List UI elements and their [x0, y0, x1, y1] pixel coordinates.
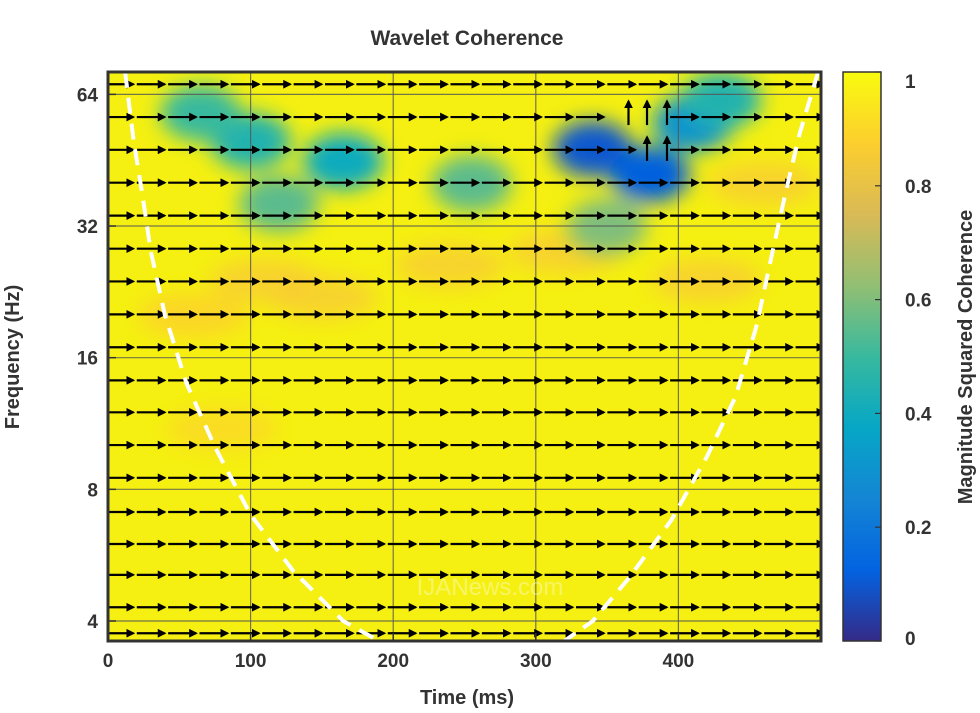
colorbar-tick-label-3: 0.6 — [905, 291, 931, 312]
high-band-3 — [395, 243, 506, 288]
colorbar-label: Magnitude Squared Coherence — [955, 210, 977, 505]
colorbar-tick-label-4: 0.8 — [905, 177, 931, 198]
colorbar-tick-label-2: 0.4 — [905, 404, 932, 425]
chart-title: Wavelet Coherence — [371, 27, 564, 50]
y-axis: 4 8 16 32 64 — [77, 85, 116, 633]
plot-frame — [106, 70, 823, 643]
cone-of-influence — [123, 72, 821, 641]
colorbar-tick-label-0: 0 — [905, 629, 916, 650]
grid — [108, 72, 821, 641]
colorbar-tick-label-5: 1 — [905, 72, 916, 93]
y-tick-label-2: 16 — [77, 349, 98, 370]
x-tick-label-1: 100 — [235, 651, 267, 672]
y-tick-label-0: 4 — [87, 612, 98, 633]
low-coherence-region-1 — [160, 85, 241, 142]
x-tick-label-4: 400 — [663, 651, 695, 672]
y-tick-label-3: 32 — [77, 217, 98, 238]
low-coherence-region-6 — [609, 146, 690, 203]
colorbar-tick-label-1: 0.2 — [905, 518, 931, 539]
high-band-7 — [167, 406, 278, 451]
phase-arrows — [108, 79, 821, 638]
x-tick-label-3: 300 — [520, 651, 552, 672]
y-tick-label-1: 8 — [87, 480, 98, 501]
x-tick-label-2: 200 — [377, 651, 409, 672]
colorbar — [842, 71, 882, 642]
y-axis-label: Frequency (Hz) — [2, 285, 24, 429]
watermark: IJANews.com — [417, 574, 564, 601]
low-coherence-region-8 — [681, 72, 762, 129]
low-coherence-region-2 — [303, 133, 384, 190]
cone-of-influence-right — [563, 72, 821, 641]
x-axis-label: Time (ms) — [420, 687, 514, 709]
cone-of-influence-left — [123, 72, 380, 641]
colorbar-ticks: 0 0.2 0.4 0.6 0.8 1 — [875, 71, 932, 650]
plot-area: IJANews.com — [108, 72, 821, 641]
y-tick-label-4: 64 — [77, 85, 99, 106]
x-axis: 0 100 200 300 400 — [103, 633, 695, 672]
high-band-1 — [266, 275, 377, 320]
x-tick-label-0: 0 — [103, 651, 114, 672]
